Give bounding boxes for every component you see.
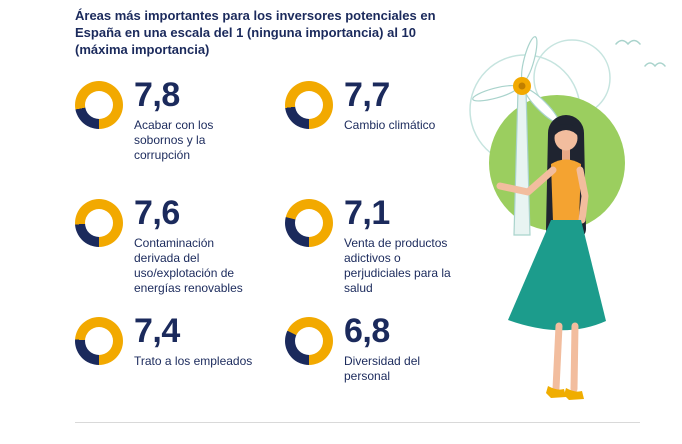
metric-item: 7,6 Contaminación derivada del uso/explo… xyxy=(75,194,285,314)
metric-item: 6,8 Diversidad del personal xyxy=(285,312,465,432)
metric-label: Diversidad del personal xyxy=(344,353,421,383)
donut-hole xyxy=(295,327,323,355)
woman-wind-turbine-illustration xyxy=(469,36,666,400)
donut-hole xyxy=(85,327,113,355)
bottom-divider xyxy=(75,422,640,423)
bird-icon xyxy=(615,39,641,46)
metric-text: 7,8 Acabar con los sobornos y la corrupc… xyxy=(134,76,260,163)
metric-value: 7,1 xyxy=(344,194,390,232)
donut-hole xyxy=(295,91,323,119)
metric-label: Acabar con los sobornos y la corrupción xyxy=(134,117,214,162)
metric-text: 6,8 Diversidad del personal xyxy=(344,312,465,384)
metric-text: 7,4 Trato a los empleados xyxy=(134,312,260,369)
donut-chart xyxy=(75,81,123,129)
donut-hole xyxy=(295,209,323,237)
chart-title: Áreas más importantes para los inversore… xyxy=(75,8,436,57)
woman-figure xyxy=(496,115,606,400)
donut-chart xyxy=(285,199,333,247)
bird-icon xyxy=(644,62,666,68)
metric-value: 7,6 xyxy=(134,194,180,232)
metric-item: 7,4 Trato a los empleados xyxy=(75,312,285,432)
donut-hole xyxy=(85,91,113,119)
metric-label: Contaminación derivada del uso/explotaci… xyxy=(134,235,243,295)
metric-value: 6,8 xyxy=(344,312,390,350)
metric-value: 7,4 xyxy=(134,312,180,350)
metric-text: 7,1 Venta de productos adictivos o perju… xyxy=(344,194,465,296)
metric-label: Trato a los empleados xyxy=(134,353,253,368)
metric-label: Cambio climático xyxy=(344,117,436,132)
metric-label: Venta de productos adictivos o perjudici… xyxy=(344,235,451,295)
metric-value: 7,8 xyxy=(134,76,180,114)
metric-value: 7,7 xyxy=(344,76,390,114)
donut-chart xyxy=(285,317,333,365)
metrics-grid: 7,8 Acabar con los sobornos y la corrupc… xyxy=(75,76,465,432)
metric-text: 7,7 Cambio climático xyxy=(344,76,465,133)
donut-chart xyxy=(75,317,123,365)
donut-hole xyxy=(85,209,113,237)
metric-item: 7,1 Venta de productos adictivos o perju… xyxy=(285,194,465,314)
donut-chart xyxy=(75,199,123,247)
metric-item: 7,8 Acabar con los sobornos y la corrupc… xyxy=(75,76,285,196)
metric-item: 7,7 Cambio climático xyxy=(285,76,465,196)
donut-chart xyxy=(285,81,333,129)
metric-text: 7,6 Contaminación derivada del uso/explo… xyxy=(134,194,260,296)
